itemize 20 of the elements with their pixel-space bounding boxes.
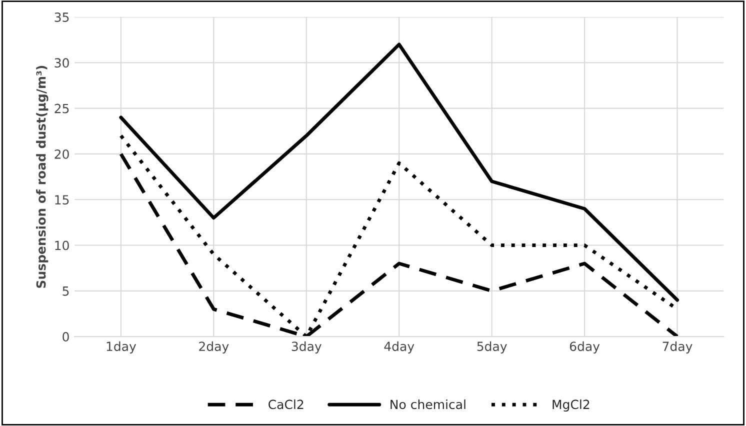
x-tick-label: 5day (477, 341, 507, 354)
legend-label: MgCl2 (552, 399, 590, 412)
y-tick-label: 30 (54, 58, 69, 68)
y-tick-label: 10 (55, 240, 69, 250)
x-tick-label: 7day (662, 341, 692, 354)
y-axis-title: Suspension of road dust(μg/m³) (36, 66, 48, 288)
x-tick-label: 2day (199, 341, 229, 354)
y-tick-label: 20 (54, 149, 69, 159)
y-tick-label: 25 (54, 104, 69, 114)
y-tick-label: 0 (62, 332, 69, 342)
y-tick-label: 5 (62, 286, 69, 296)
x-tick-label: 6day (570, 341, 600, 354)
legend-label: No chemical (390, 399, 466, 410)
x-tick-label: 3day (292, 341, 322, 354)
x-tick-label: 4day (384, 341, 414, 354)
y-tick-label: 15 (55, 195, 69, 205)
y-tick-label: 35 (54, 12, 69, 22)
x-tick-label: 1day (106, 341, 136, 354)
line-series (119, 42, 679, 302)
legend-label: CaCl2 (268, 399, 304, 410)
